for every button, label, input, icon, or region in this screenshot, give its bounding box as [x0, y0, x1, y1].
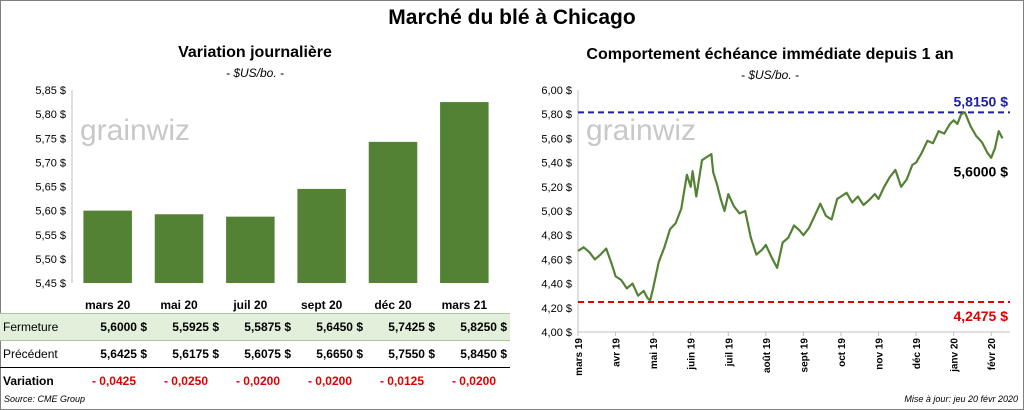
bar	[368, 141, 418, 283]
variation-value: - 0,0200	[235, 374, 281, 389]
previous-value: 5,6650 $	[294, 340, 366, 368]
x-tick-label: déc 19	[912, 338, 923, 370]
x-tick-label: août 19	[762, 338, 773, 373]
y-tick-label: 4,00 $	[541, 327, 572, 339]
x-tick-label: mars 19	[574, 338, 585, 376]
variation-value: - 0,0425	[91, 374, 137, 389]
x-category-label: mars 21	[442, 298, 488, 312]
y-tick-label: 5,20 $	[541, 182, 572, 194]
y-tick-label: 5,65 $	[35, 182, 66, 194]
previous-row: Précédent 5,6425 $ 5,6175 $ 5,6075 $ 5,6…	[0, 340, 510, 368]
variation-row-label: Variation	[3, 374, 54, 389]
bar	[226, 216, 275, 283]
last-value-label: 5,6000 $	[954, 163, 1009, 179]
bar	[154, 214, 204, 283]
variation-value: - 0,0250	[163, 374, 209, 389]
max-value-label: 5,8150 $	[954, 93, 1009, 109]
close-value: 5,6450 $	[294, 313, 366, 341]
left-chart-title: Variation journalière	[178, 44, 332, 61]
x-tick-label: févr 20	[987, 338, 998, 371]
previous-value: 5,6075 $	[222, 340, 294, 368]
variation-value: - 0,0125	[379, 374, 425, 389]
close-value: 5,7425 $	[366, 313, 438, 341]
y-tick-label: 5,45 $	[35, 278, 66, 290]
y-tick-label: 4,80 $	[541, 230, 572, 242]
y-tick-label: 6,00 $	[541, 85, 572, 97]
x-tick-label: juil 19	[724, 338, 735, 368]
close-value: 5,5875 $	[222, 313, 294, 341]
close-value: 5,6000 $	[78, 313, 150, 341]
y-tick-label: 5,80 $	[541, 109, 572, 121]
bar	[440, 102, 489, 283]
front-month-line-chart: 4,00 $ 4,20 $ 4,40 $ 4,60 $ 4,80 $ 5,00 $ 5,20…	[541, 85, 1010, 376]
y-tick-label: 5,75 $	[35, 133, 66, 145]
variation-row: Variation - 0,0425 - 0,0250 - 0,0200 - 0…	[0, 368, 510, 395]
left-chart-subtitle: - $US/bo. -	[225, 66, 285, 80]
y-tick-label: 5,85 $	[35, 85, 66, 97]
close-row: Fermeture 5,6000 $ 5,5925 $ 5,5875 $ 5,6…	[0, 313, 510, 341]
x-category-label: déc 20	[374, 298, 412, 312]
x-category-label: mai 20	[160, 298, 198, 312]
x-tick-label: mai 19	[649, 338, 660, 370]
y-tick-label: 5,50 $	[35, 254, 66, 266]
y-tick-label: 5,60 $	[541, 133, 572, 145]
y-tick-label: 4,40 $	[541, 279, 572, 291]
y-tick-label: 5,60 $	[35, 206, 66, 218]
previous-value: 5,6425 $	[78, 340, 150, 368]
grainwiz-watermark: grainwiz	[586, 114, 696, 147]
variation-value: - 0,0200	[451, 374, 497, 389]
bar	[297, 188, 346, 283]
close-value: 5,8250 $	[438, 313, 510, 341]
price-series-line	[577, 111, 1004, 302]
bar	[83, 210, 132, 283]
previous-row-label: Précédent	[0, 340, 78, 368]
x-tick-label: nov 19	[875, 338, 886, 370]
source-note: Source: CME Group	[4, 394, 86, 404]
y-tick-label: 4,60 $	[541, 254, 572, 266]
x-tick-label: juin 19	[687, 338, 698, 371]
y-tick-label: 5,55 $	[35, 230, 66, 242]
close-row-label: Fermeture	[0, 313, 78, 341]
y-tick-label: 5,40 $	[541, 158, 572, 170]
min-value-label: 4,2475 $	[954, 308, 1009, 324]
update-note: Mise à jour: jeu 20 févr 2020	[904, 394, 1018, 404]
y-tick-label: 5,70 $	[35, 157, 66, 169]
y-tick-label: 4,20 $	[541, 303, 572, 315]
variation-value: - 0,0200	[307, 374, 353, 389]
right-chart-title: Comportement échéance immédiate depuis 1…	[586, 46, 954, 63]
x-category-label: juil 20	[232, 298, 267, 312]
x-category-label: sept 20	[301, 298, 343, 312]
right-chart-subtitle: - $US/bo. -	[740, 68, 800, 82]
x-tick-label: oct 19	[837, 338, 848, 367]
x-category-label: mars 20	[85, 298, 131, 312]
grainwiz-watermark: grainwiz	[80, 114, 190, 147]
daily-variation-bar-chart: 5,45 $ 5,50 $ 5,55 $ 5,60 $ 5,65 $ 5,70 $ 5,75…	[35, 85, 489, 312]
x-tick-label: sept 19	[799, 338, 810, 373]
previous-value: 5,7550 $	[366, 340, 438, 368]
main-title: Marché du blé à Chicago	[388, 6, 636, 29]
previous-value: 5,6175 $	[150, 340, 222, 368]
y-tick-label: 5,00 $	[541, 206, 572, 218]
x-tick-label: avr 19	[612, 338, 623, 367]
previous-value: 5,8450 $	[438, 340, 510, 368]
x-tick-label: janv 20	[950, 338, 961, 373]
y-tick-label: 5,80 $	[35, 109, 66, 121]
close-value: 5,5925 $	[150, 313, 222, 341]
price-table: Fermeture 5,6000 $ 5,5925 $ 5,5875 $ 5,6…	[0, 313, 510, 395]
